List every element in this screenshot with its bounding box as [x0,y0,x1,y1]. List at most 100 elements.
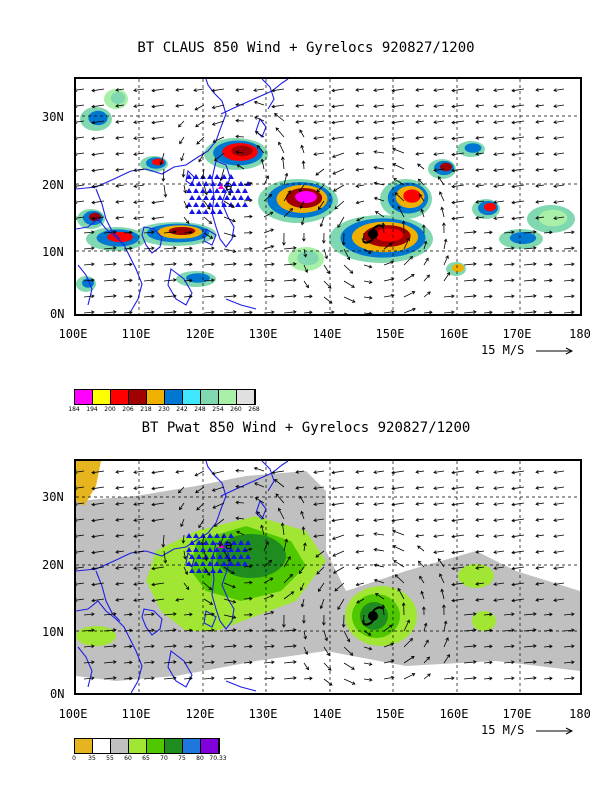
wind-vector-head [355,485,359,490]
wind-vector [553,88,565,91]
coastline [76,461,289,693]
wind-vector [443,295,455,298]
wind-vector-head [248,547,253,552]
wind-vector-head [129,246,133,251]
wind-vector [423,673,431,680]
wind-vector-head [391,486,395,491]
wind-vector [133,200,145,203]
wind-vector [283,208,293,218]
wind-vector [451,566,465,570]
wind-vector-head [133,168,137,173]
wind-vector-head [489,246,493,251]
wind-vector [163,550,166,563]
wind-vector-head [422,606,426,610]
wind-vector-head [535,533,539,538]
wind-vector-head [442,604,446,608]
wind-vector [183,582,190,590]
wind-vector-head [313,120,317,125]
wind-vector [433,120,445,123]
wind-vector [439,191,445,202]
wind-vector-head [511,200,515,205]
wind-vector-head [321,622,326,626]
wind-vector [483,263,493,266]
colorbar-label: 194 [86,406,98,413]
wind-vector-head [440,588,445,593]
wind-vector-head [355,103,359,108]
wind-vector-head [129,310,133,314]
lat-label-10n-p1: 10N [42,245,64,259]
wind-vector [303,280,309,288]
wind-vector-head [511,644,515,649]
lat-label-20n-p2: 20N [42,558,64,572]
gyre-location-triangle [235,188,241,193]
wind-vector-head [535,151,539,156]
gyre-location-triangle [235,202,241,207]
gyre-location-triangle [214,174,220,179]
wind-vector [163,184,167,197]
wind-vector [375,593,385,600]
wind-vector [203,566,211,576]
colorbar-swatch [93,390,111,404]
wind-vector [443,677,455,680]
wind-vector-head [270,594,275,598]
wind-vector-head [184,205,189,209]
wind-vector-head [331,486,335,491]
wind-vector-head [133,184,137,189]
wind-vector-head [271,262,275,267]
wind-vector [123,629,133,632]
wind-vector [303,311,313,314]
lon-label-180-p1: 180 [569,327,591,341]
wind-vector [183,566,188,575]
colorbar-label: 60 [124,755,132,762]
wind-vector-head [303,253,308,258]
wind-vector-head [129,612,133,617]
wind-vector-head [351,681,356,685]
wind-vector-head [249,580,253,585]
wind-vector-head [475,199,479,204]
gyre-location-triangle [217,568,223,573]
wind-vector-head [209,601,214,605]
wind-vector-head [553,598,557,603]
wind-vector-head [433,136,437,141]
wind-vector [433,88,445,91]
wind-vector-head [391,88,395,93]
wind-vector [535,470,545,473]
wind-vector-head [571,612,575,617]
wind-vector [175,598,185,601]
wind-vector [283,574,293,584]
wind-vector [193,88,205,91]
wind-vector [91,598,105,602]
gyre-location-triangle [231,554,237,559]
wind-vector-head [129,294,133,299]
wind-vector [493,470,505,473]
wind-vector-head [185,220,190,225]
wind-vector-head [151,582,155,587]
wind-vector [115,470,125,473]
wind-vector-head [440,206,445,211]
wind-vector [356,598,365,604]
wind-vector [212,486,225,491]
wind-vector-head [178,123,182,128]
wind-vector-head [533,660,537,664]
wind-vector-head [390,260,395,265]
wind-vector-head [511,628,515,633]
wind-vector-head [173,230,177,234]
colorbar-label: 55 [106,755,114,762]
wind-vector-head [151,486,155,491]
wind-vector [83,263,95,266]
wind-vector-head [535,501,539,506]
wind-vector-head [446,654,450,658]
wind-vector [463,231,477,234]
wind-vector [263,175,269,186]
panel2-title: BT Pwat 850 Wind + Gyrelocs 920827/1200 [141,420,471,436]
wind-vector-head [437,176,442,180]
wind-vector-head [355,469,359,474]
colorbar-label: 75 [178,755,186,762]
wind-vector-head [151,566,155,571]
wind-vector [151,486,165,490]
coastline-segment [255,117,267,138]
wind-vector-head [91,598,95,603]
wind-vector [223,661,237,664]
wind-vector [443,654,450,664]
gyre-location-triangle [228,174,234,179]
